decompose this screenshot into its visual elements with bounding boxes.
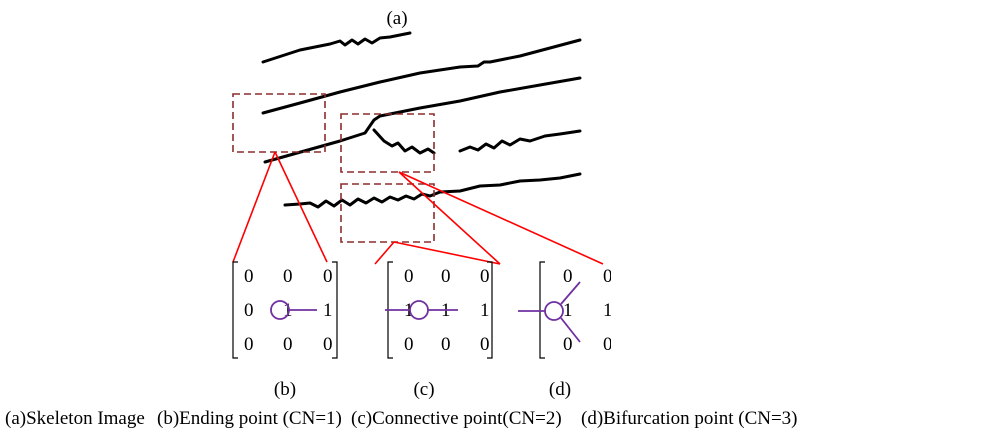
matrix-cell: 0: [244, 300, 254, 321]
matrix-cell: 0: [283, 334, 293, 355]
leader-bif-to-c: [398, 171, 501, 265]
matrix-cell: 1: [283, 300, 293, 321]
branch-southeast: [560, 317, 581, 343]
matrix-cell: 1: [480, 300, 490, 321]
matrix-cell: 0: [563, 334, 573, 355]
leader-c-right: [393, 241, 501, 265]
leader-b-right: [274, 151, 328, 263]
caption-a: (a)Skeleton Image: [5, 408, 145, 429]
matrix-cell: 1: [563, 300, 573, 321]
leader-b-left: [232, 151, 276, 263]
caption-b: (b)Ending point (CN=1): [157, 408, 342, 429]
ridge-line-4: [458, 129, 582, 153]
matrix-cell: 0: [603, 266, 613, 287]
ending-point-marker: [270, 300, 317, 320]
ridge-line-2: [261, 38, 582, 115]
bifurcation-point-marker: [518, 281, 581, 343]
branch-northeast: [560, 281, 581, 305]
leader-c-left: [374, 241, 395, 265]
ridge-line-3: [263, 76, 582, 164]
center-circle-icon: [544, 301, 564, 321]
label-a: (a): [386, 8, 407, 29]
label-d: (d): [549, 379, 571, 400]
matrix-cell: 0: [283, 266, 293, 287]
matrix-cell: 0: [480, 266, 490, 287]
caption-d: (d)Bifurcation point (CN=3): [581, 408, 798, 429]
matrix-c: 0 0 0 1 1 1 0 0 0: [385, 261, 493, 359]
bracket-left: [232, 261, 238, 359]
bracket-right: [487, 261, 493, 359]
matrix-b: 0 0 0 0 1 1 0 0 0: [232, 261, 338, 359]
region-box-bifurcation: [340, 113, 435, 173]
crop-mask: [611, 255, 651, 365]
region-boxes: [232, 93, 435, 243]
region-box-connective: [340, 183, 435, 243]
skeleton-image: [261, 31, 582, 209]
ridge-branch: [372, 128, 436, 155]
figure-caption: (a)Skeleton Image (b)Ending point (CN=1)…: [5, 408, 798, 429]
matrix-cell: 0: [563, 266, 573, 287]
leader-bif-to-d: [398, 171, 604, 265]
leader-lines: [232, 151, 604, 265]
bracket-right: [332, 261, 338, 359]
ridge-line-5: [283, 172, 582, 209]
matrix-cell: 0: [480, 334, 490, 355]
bracket-left: [539, 261, 545, 359]
matrix-cell: 0: [441, 334, 451, 355]
matrix-cell: 0: [244, 334, 254, 355]
matrix-cell: 0: [404, 334, 414, 355]
matrix-cell: 1: [323, 300, 333, 321]
label-c: (c): [413, 379, 434, 400]
matrix-cell: 0: [441, 266, 451, 287]
matrix-cell: 0: [323, 334, 333, 355]
matrix-cell: 0: [404, 266, 414, 287]
caption-c: (c)Connective point(CN=2): [351, 408, 562, 429]
region-box-ending: [232, 93, 326, 153]
matrix-cell: 0: [244, 266, 254, 287]
matrix-cell: 1: [603, 300, 613, 321]
matrix-cell: 0: [603, 334, 613, 355]
connective-point-marker: [385, 300, 458, 320]
matrix-cell: 0: [323, 266, 333, 287]
matrix-d: 0 0 1 1 0 0: [518, 261, 613, 359]
label-b: (b): [274, 379, 296, 400]
ridge-line-1: [261, 31, 412, 64]
